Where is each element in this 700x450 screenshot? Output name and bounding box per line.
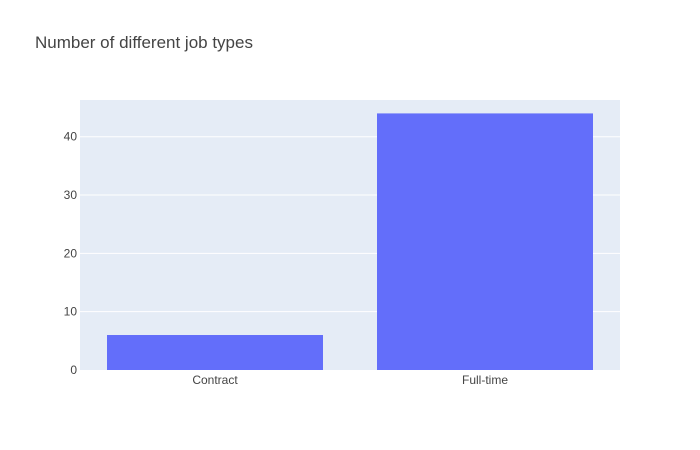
y-axis-ticks: 0 10 20 30 40	[64, 130, 78, 377]
x-tick-label: Full-time	[462, 373, 508, 387]
y-tick-label: 0	[70, 363, 77, 377]
bar-contract	[107, 335, 323, 370]
y-tick-label: 10	[64, 305, 78, 319]
y-tick-label: 40	[64, 130, 78, 144]
y-tick-label: 20	[64, 246, 78, 260]
bar-full-time	[377, 113, 593, 370]
y-tick-label: 30	[64, 188, 78, 202]
x-axis-ticks: Contract Full-time	[192, 373, 508, 387]
bar-series	[107, 113, 593, 370]
chart-title: Number of different job types	[35, 33, 253, 52]
x-tick-label: Contract	[192, 373, 238, 387]
